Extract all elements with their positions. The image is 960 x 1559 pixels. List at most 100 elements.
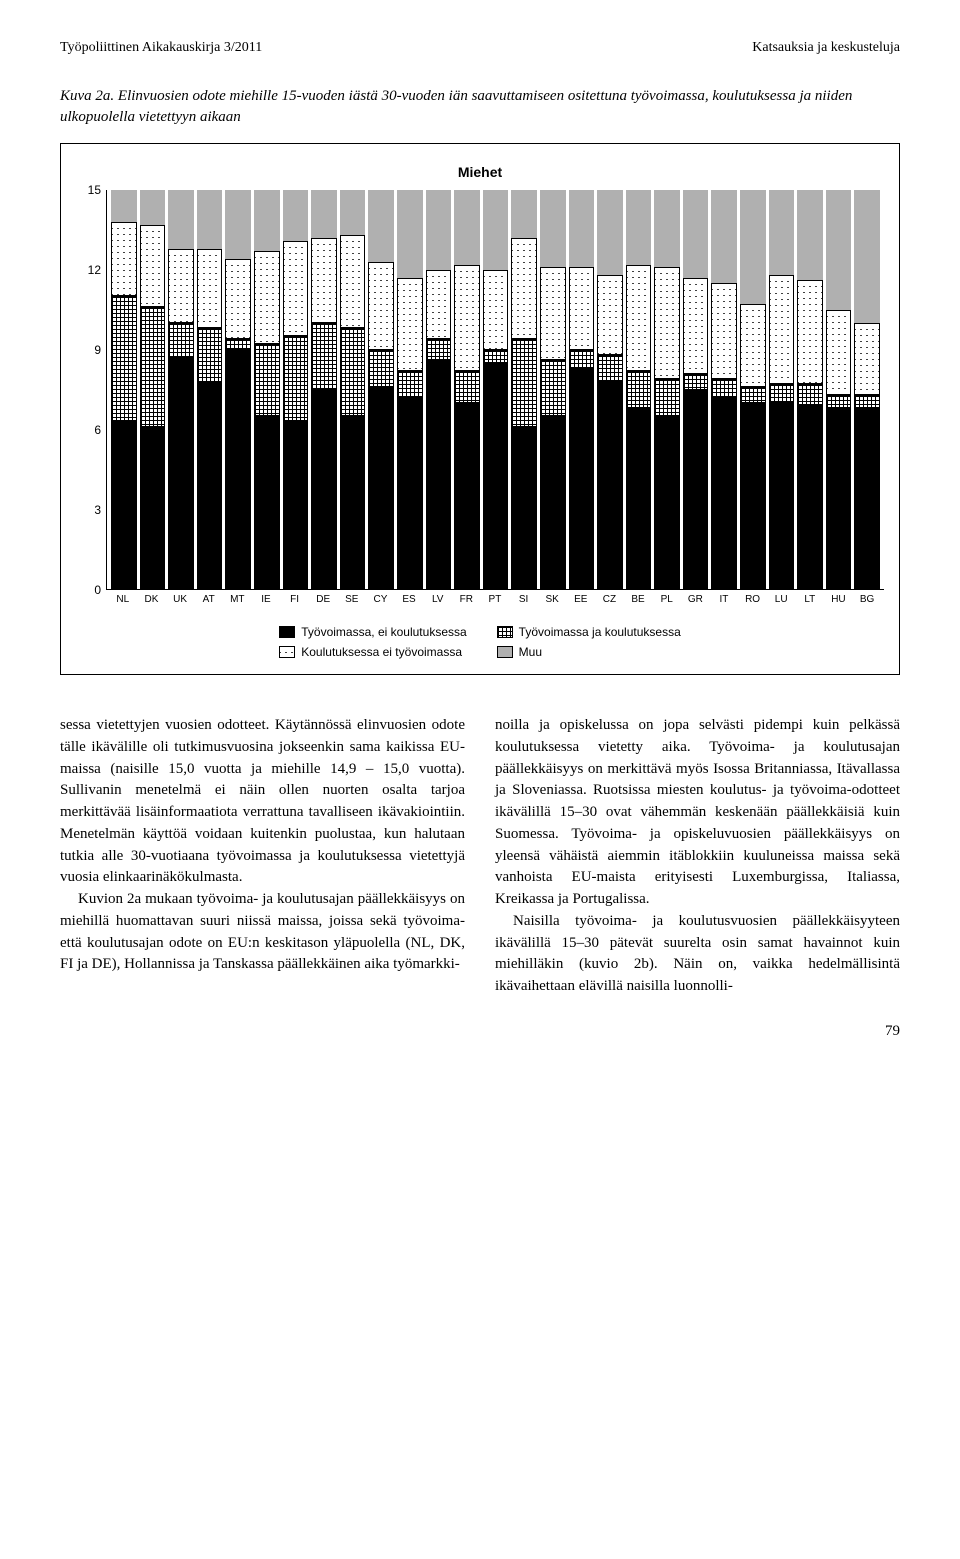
bar-segment-work (654, 416, 680, 589)
x-label: IT (711, 594, 737, 605)
bar-column (626, 190, 652, 589)
x-label: RO (740, 594, 766, 605)
x-label: BG (854, 594, 880, 605)
bar-segment-other (140, 190, 166, 225)
x-label: LU (768, 594, 794, 605)
x-label: SI (511, 594, 537, 605)
bar-segment-work (626, 408, 652, 589)
bar-segment-edu (483, 270, 509, 350)
bar-column (454, 190, 480, 589)
bar-column (340, 190, 366, 589)
bar-segment-edu (426, 270, 452, 339)
y-tick: 0 (94, 583, 101, 597)
bar-segment-other (454, 190, 480, 264)
x-label: IE (253, 594, 279, 605)
bar-segment-other (654, 190, 680, 267)
bar-segment-edu (769, 275, 795, 384)
x-label: PL (654, 594, 680, 605)
bar-segment-work (140, 427, 166, 589)
bar-segment-edu (797, 280, 823, 384)
bar-segment-work (168, 358, 194, 589)
bar-segment-other (254, 190, 280, 251)
bar-segment-edu (111, 222, 137, 296)
bar-column (283, 190, 309, 589)
bar-segment-work_edu (197, 328, 223, 381)
bar-segment-other (511, 190, 537, 238)
x-label: PT (482, 594, 508, 605)
y-tick: 3 (94, 503, 101, 517)
bar-segment-work (797, 405, 823, 589)
bar-segment-work_edu (311, 323, 337, 389)
legend-col-1: Työvoimassa, ei koulutuksessa Koulutukse… (279, 625, 466, 659)
bar-segment-edu (454, 265, 480, 371)
bar-column (368, 190, 394, 589)
y-tick: 15 (88, 183, 101, 197)
bar-segment-work_edu (397, 371, 423, 398)
bar-segment-work (340, 416, 366, 589)
x-label: NL (110, 594, 136, 605)
bar-segment-other (225, 190, 251, 259)
bar-segment-edu (197, 249, 223, 329)
bar-segment-work_edu (540, 360, 566, 416)
bar-segment-work_edu (597, 355, 623, 382)
bar-segment-work (769, 403, 795, 589)
x-label: GR (683, 594, 709, 605)
bar-segment-other (711, 190, 737, 283)
bar-segment-work (397, 397, 423, 589)
body-text: sessa vietettyjen vuosien odotteet. Käyt… (60, 715, 900, 998)
bar-column (683, 190, 709, 589)
bar-column (311, 190, 337, 589)
bar-segment-other (311, 190, 337, 238)
text-column-right: noilla ja opiskelussa on jopa selvästi p… (495, 715, 900, 998)
text-column-left: sessa vietettyjen vuosien odotteet. Käyt… (60, 715, 465, 998)
bar-segment-edu (711, 283, 737, 379)
bar-segment-work (569, 368, 595, 589)
bar-segment-edu (225, 259, 251, 339)
bar-column (740, 190, 766, 589)
journal-title: Työpoliittinen Aikakauskirja 3/2011 (60, 40, 262, 56)
x-label: CY (368, 594, 394, 605)
bar-column (397, 190, 423, 589)
x-label: EE (568, 594, 594, 605)
bar-segment-other (483, 190, 509, 270)
x-label: LV (425, 594, 451, 605)
bar-segment-work_edu (368, 350, 394, 387)
x-label: UK (167, 594, 193, 605)
bar-segment-work_edu (340, 328, 366, 416)
bar-column (654, 190, 680, 589)
x-label: SE (339, 594, 365, 605)
bar-segment-work_edu (111, 296, 137, 421)
bar-segment-work (683, 390, 709, 590)
bar-segment-work_edu (168, 323, 194, 358)
bar-segment-work_edu (797, 384, 823, 405)
bar-segment-edu (311, 238, 337, 323)
bar-segment-work_edu (569, 350, 595, 369)
x-label: SK (539, 594, 565, 605)
legend-item-edu: Koulutuksessa ei työvoimassa (279, 645, 466, 659)
bar-column (140, 190, 166, 589)
bar-segment-work (854, 408, 880, 589)
bar-segment-work_edu (711, 379, 737, 398)
bar-segment-other (854, 190, 880, 323)
bar-column (111, 190, 137, 589)
bar-segment-edu (283, 241, 309, 337)
legend-item-work: Työvoimassa, ei koulutuksessa (279, 625, 466, 639)
bar-segment-edu (654, 267, 680, 379)
bar-segment-edu (854, 323, 880, 395)
bar-segment-other (626, 190, 652, 264)
bar-column (511, 190, 537, 589)
bar-column (254, 190, 280, 589)
bar-segment-work_edu (826, 395, 852, 408)
legend-col-2: Työvoimassa ja koulutuksessa Muu (497, 625, 681, 659)
bar-segment-other (197, 190, 223, 249)
legend-swatch-work-edu (497, 626, 513, 638)
bar-segment-other (740, 190, 766, 304)
bar-segment-edu (740, 304, 766, 386)
paragraph: Kuvion 2a mukaan työvoima- ja koulutusaj… (60, 889, 465, 976)
paragraph: sessa vietettyjen vuosien odotteet. Käyt… (60, 715, 465, 889)
bar-segment-other (111, 190, 137, 222)
bar-column (597, 190, 623, 589)
page-header: Työpoliittinen Aikakauskirja 3/2011 Kats… (60, 40, 900, 56)
bar-segment-work (197, 382, 223, 589)
bar-segment-work (740, 403, 766, 589)
